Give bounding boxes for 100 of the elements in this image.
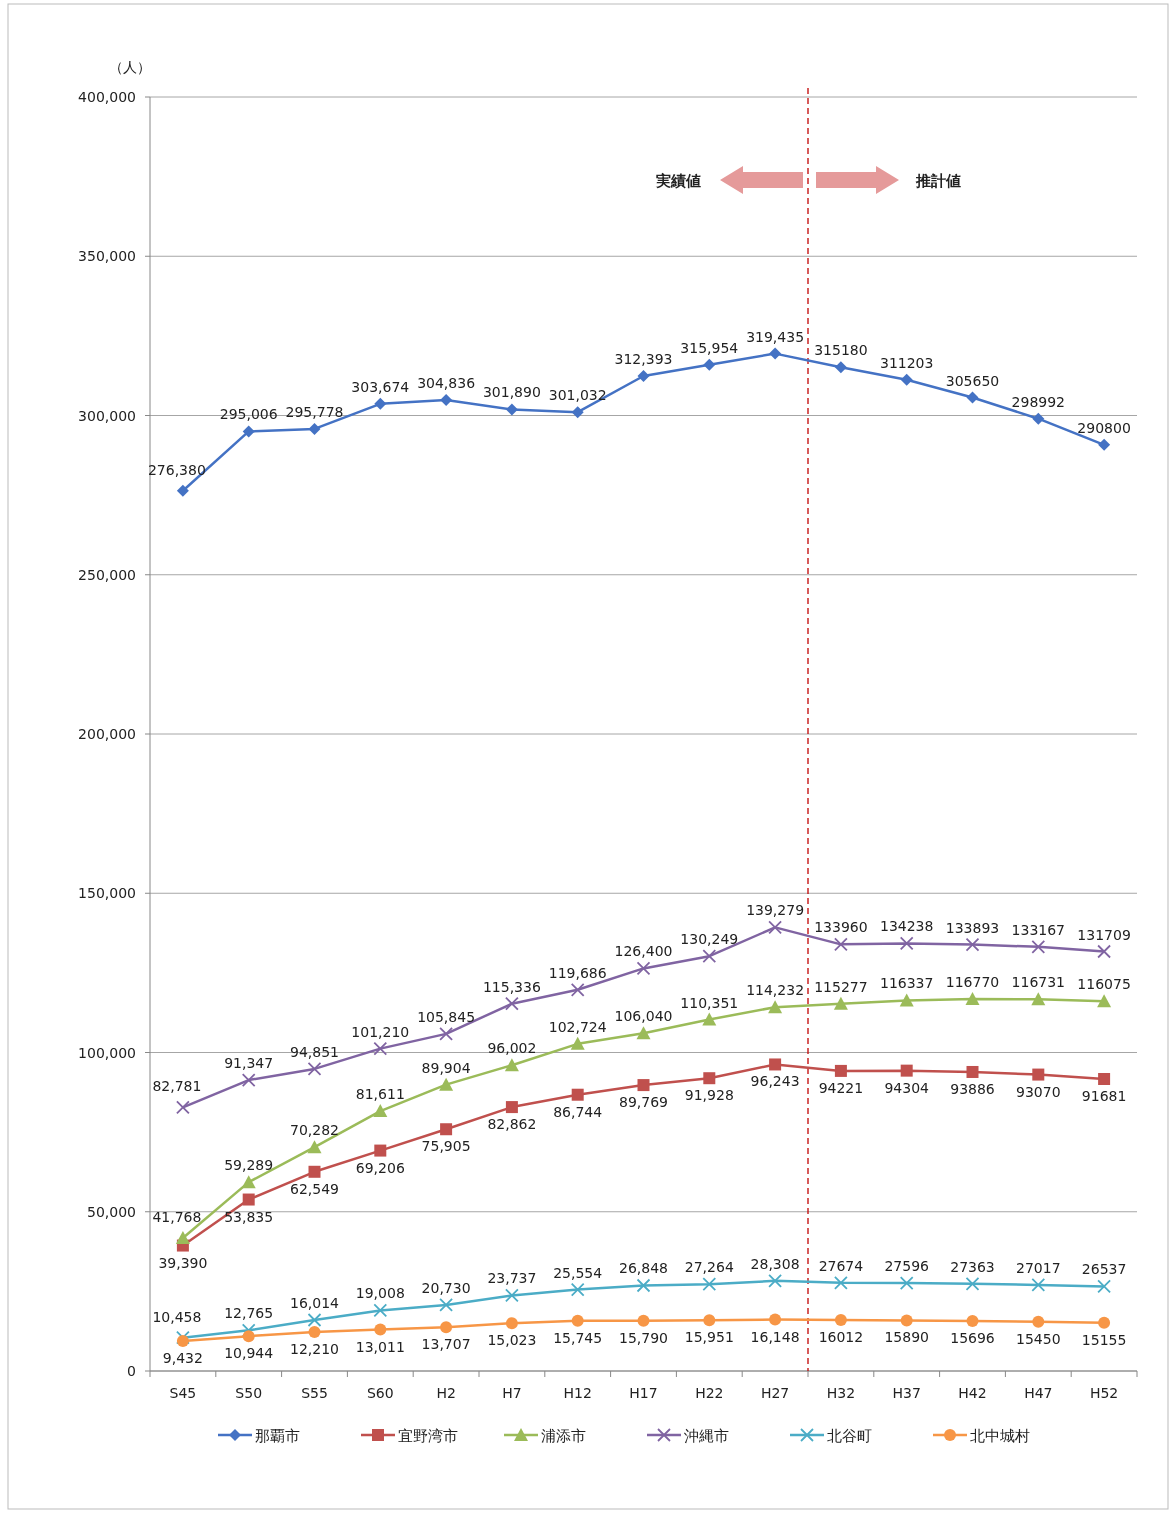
data-label: 16012 [818,1329,864,1345]
data-label: 82,781 [152,1078,202,1095]
data-label: 126,400 [614,943,673,960]
point [176,1100,190,1115]
point [834,937,848,952]
point [1032,1068,1045,1081]
point [965,992,980,1006]
y-tick-label: 300,000 [78,407,136,424]
data-label: 102,724 [548,1018,607,1035]
point [505,996,519,1011]
data-label: 53,835 [224,1208,274,1225]
data-label: 96,243 [750,1073,800,1090]
data-label: 139,279 [746,902,805,919]
point [439,1026,453,1041]
point [1097,994,1112,1008]
point [373,1041,388,1056]
point [834,1314,847,1326]
point [504,1058,519,1072]
point [1031,992,1046,1006]
point [1097,944,1111,959]
data-label: 315180 [814,342,868,359]
data-label: 15,951 [684,1329,734,1346]
point [1031,939,1046,954]
point [241,1175,256,1189]
x-tick-label: H7 [502,1385,522,1401]
data-label: 133893 [945,919,1000,936]
point [505,403,518,416]
point [636,1026,651,1040]
point [703,358,716,371]
data-label: 15155 [1081,1331,1127,1348]
point [374,1323,387,1336]
data-label: 130,249 [680,931,739,948]
y-tick-label: 150,000 [78,885,136,902]
data-label: 86,744 [553,1103,603,1120]
data-label: 16,148 [750,1328,800,1345]
data-label: 301,032 [548,387,607,404]
x-tick-label: H52 [1089,1385,1119,1401]
data-label: 94221 [818,1079,864,1096]
data-label: 298992 [1011,393,1066,410]
data-label: 119,686 [548,964,607,981]
data-label: 312,393 [614,351,673,368]
point [702,949,717,964]
point [373,1104,388,1118]
data-label: 13,707 [421,1336,471,1353]
data-label: 110,351 [680,994,739,1011]
data-label: 39,390 [158,1254,208,1271]
data-label: 311203 [879,354,934,371]
point [637,1314,650,1327]
x-tick-label: S50 [235,1385,263,1401]
data-label: 16,014 [290,1295,340,1311]
data-label: 10,944 [224,1345,274,1362]
point [900,1064,913,1077]
data-label: 89,769 [619,1094,668,1111]
data-label: 27363 [950,1258,995,1275]
data-label: 303,674 [351,378,410,395]
point [636,961,651,976]
data-label: 91,347 [224,1055,274,1072]
point [1032,412,1045,425]
point [769,347,782,360]
y-tick-label: 200,000 [78,726,136,742]
data-label: 305650 [945,372,1000,389]
y-tick-label: 350,000 [78,248,136,265]
point [571,1314,584,1327]
data-label: 133960 [814,919,868,936]
point [374,397,387,410]
data-label: 27596 [884,1258,930,1275]
x-tick-label: H27 [760,1385,790,1401]
point [308,1165,321,1178]
data-label: 12,210 [290,1341,339,1358]
y-tick-label: 250,000 [78,566,136,583]
legend-label: 北中城村 [970,1427,1030,1445]
data-label: 25,554 [553,1264,603,1281]
data-label: 9,432 [162,1349,203,1366]
point [636,1278,651,1293]
data-label: 315,954 [680,339,739,356]
point [440,394,453,407]
data-label: 93886 [950,1080,995,1097]
point [834,361,847,374]
data-label: 116075 [1077,976,1131,993]
legend-label: 那覇市 [255,1427,300,1445]
data-label: 82,862 [487,1116,537,1133]
x-tick-label: S55 [301,1385,328,1401]
data-label: 94304 [884,1079,930,1096]
point [769,1313,782,1326]
data-label: 27674 [818,1257,864,1274]
data-label: 15890 [884,1329,929,1346]
point [966,391,979,404]
point [505,1317,518,1330]
data-label: 15,790 [619,1329,668,1346]
data-label: 28,308 [750,1255,800,1272]
x-tick-label: S45 [169,1385,197,1401]
data-label: 15,023 [487,1332,537,1349]
y-tick-label: 100,000 [78,1044,136,1061]
point [307,1062,322,1076]
data-label: 115277 [814,978,868,995]
data-label: 290800 [1077,419,1131,436]
point [176,484,189,497]
x-tick-label: H2 [436,1385,456,1401]
data-label: 62,549 [290,1180,339,1197]
data-label: 134238 [879,918,934,935]
